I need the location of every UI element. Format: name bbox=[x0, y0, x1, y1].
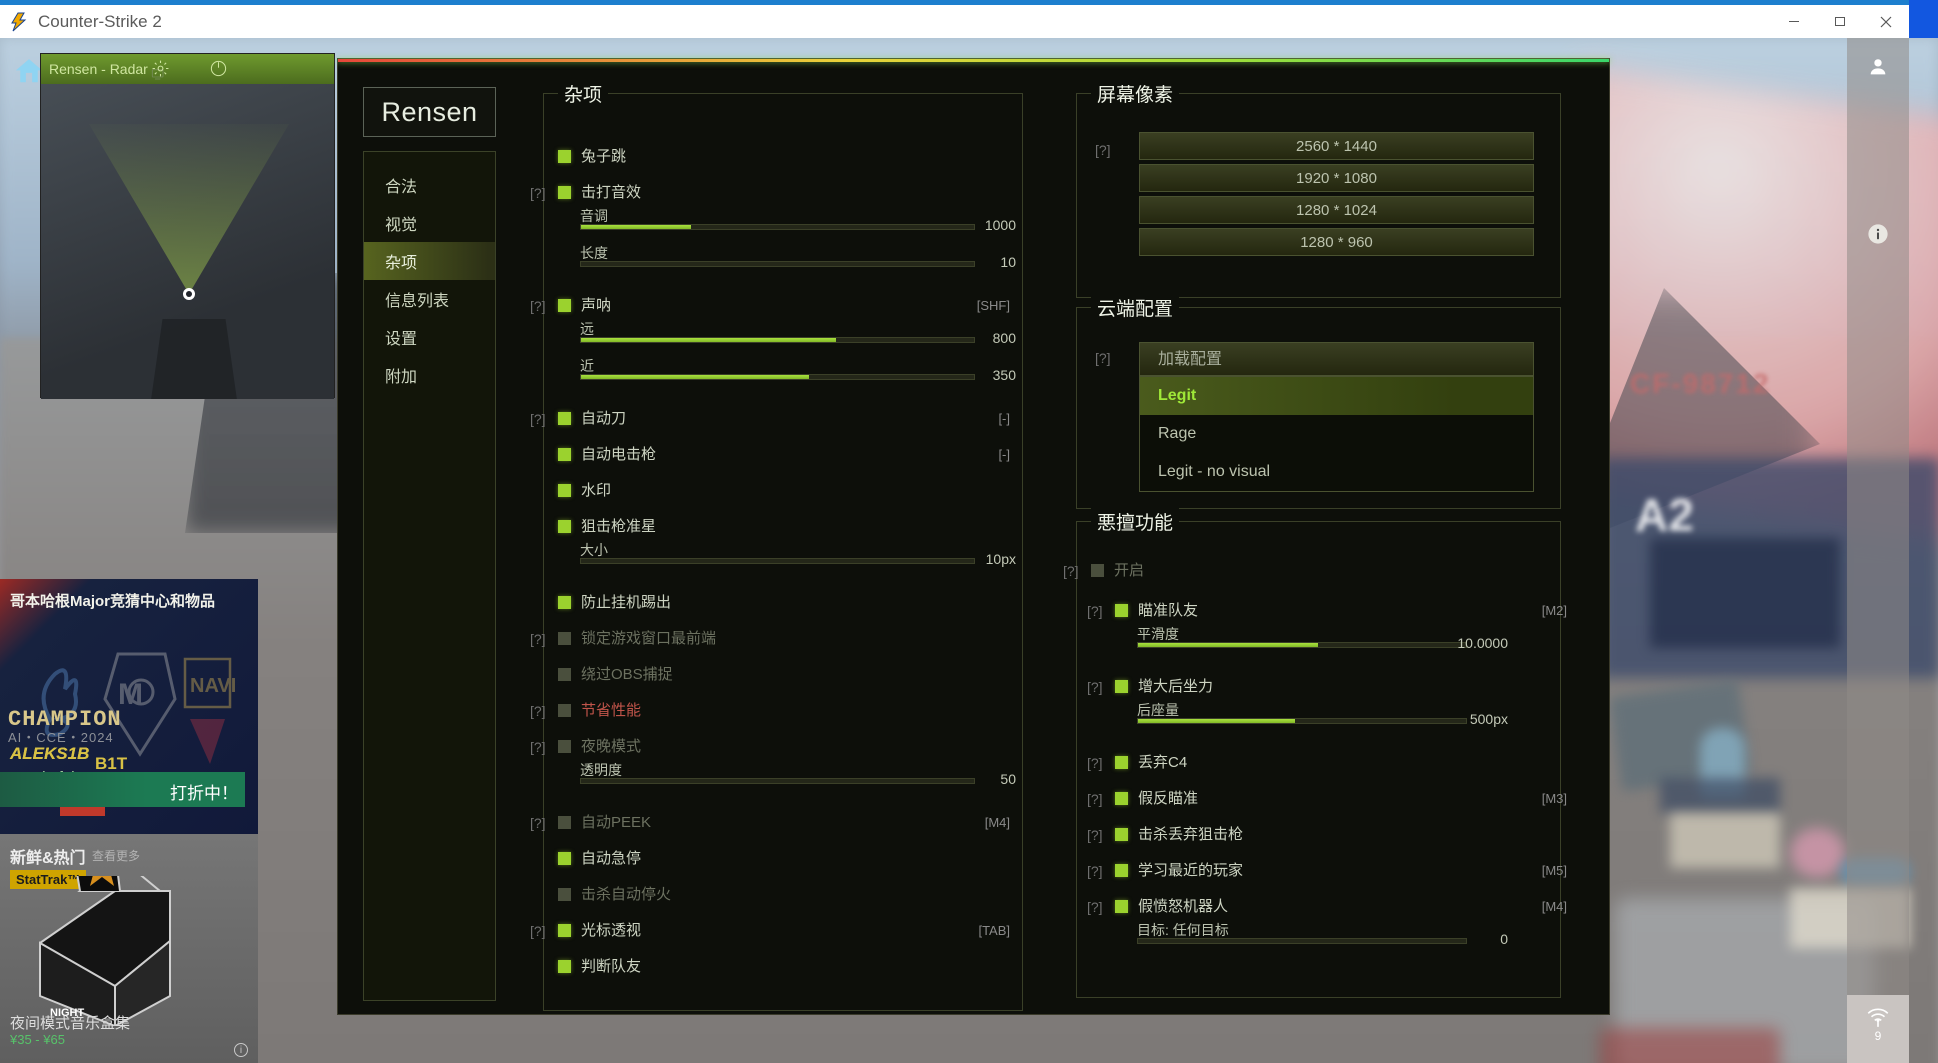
svg-text:M: M bbox=[118, 678, 143, 711]
svg-text:NAVI: NAVI bbox=[190, 675, 236, 697]
